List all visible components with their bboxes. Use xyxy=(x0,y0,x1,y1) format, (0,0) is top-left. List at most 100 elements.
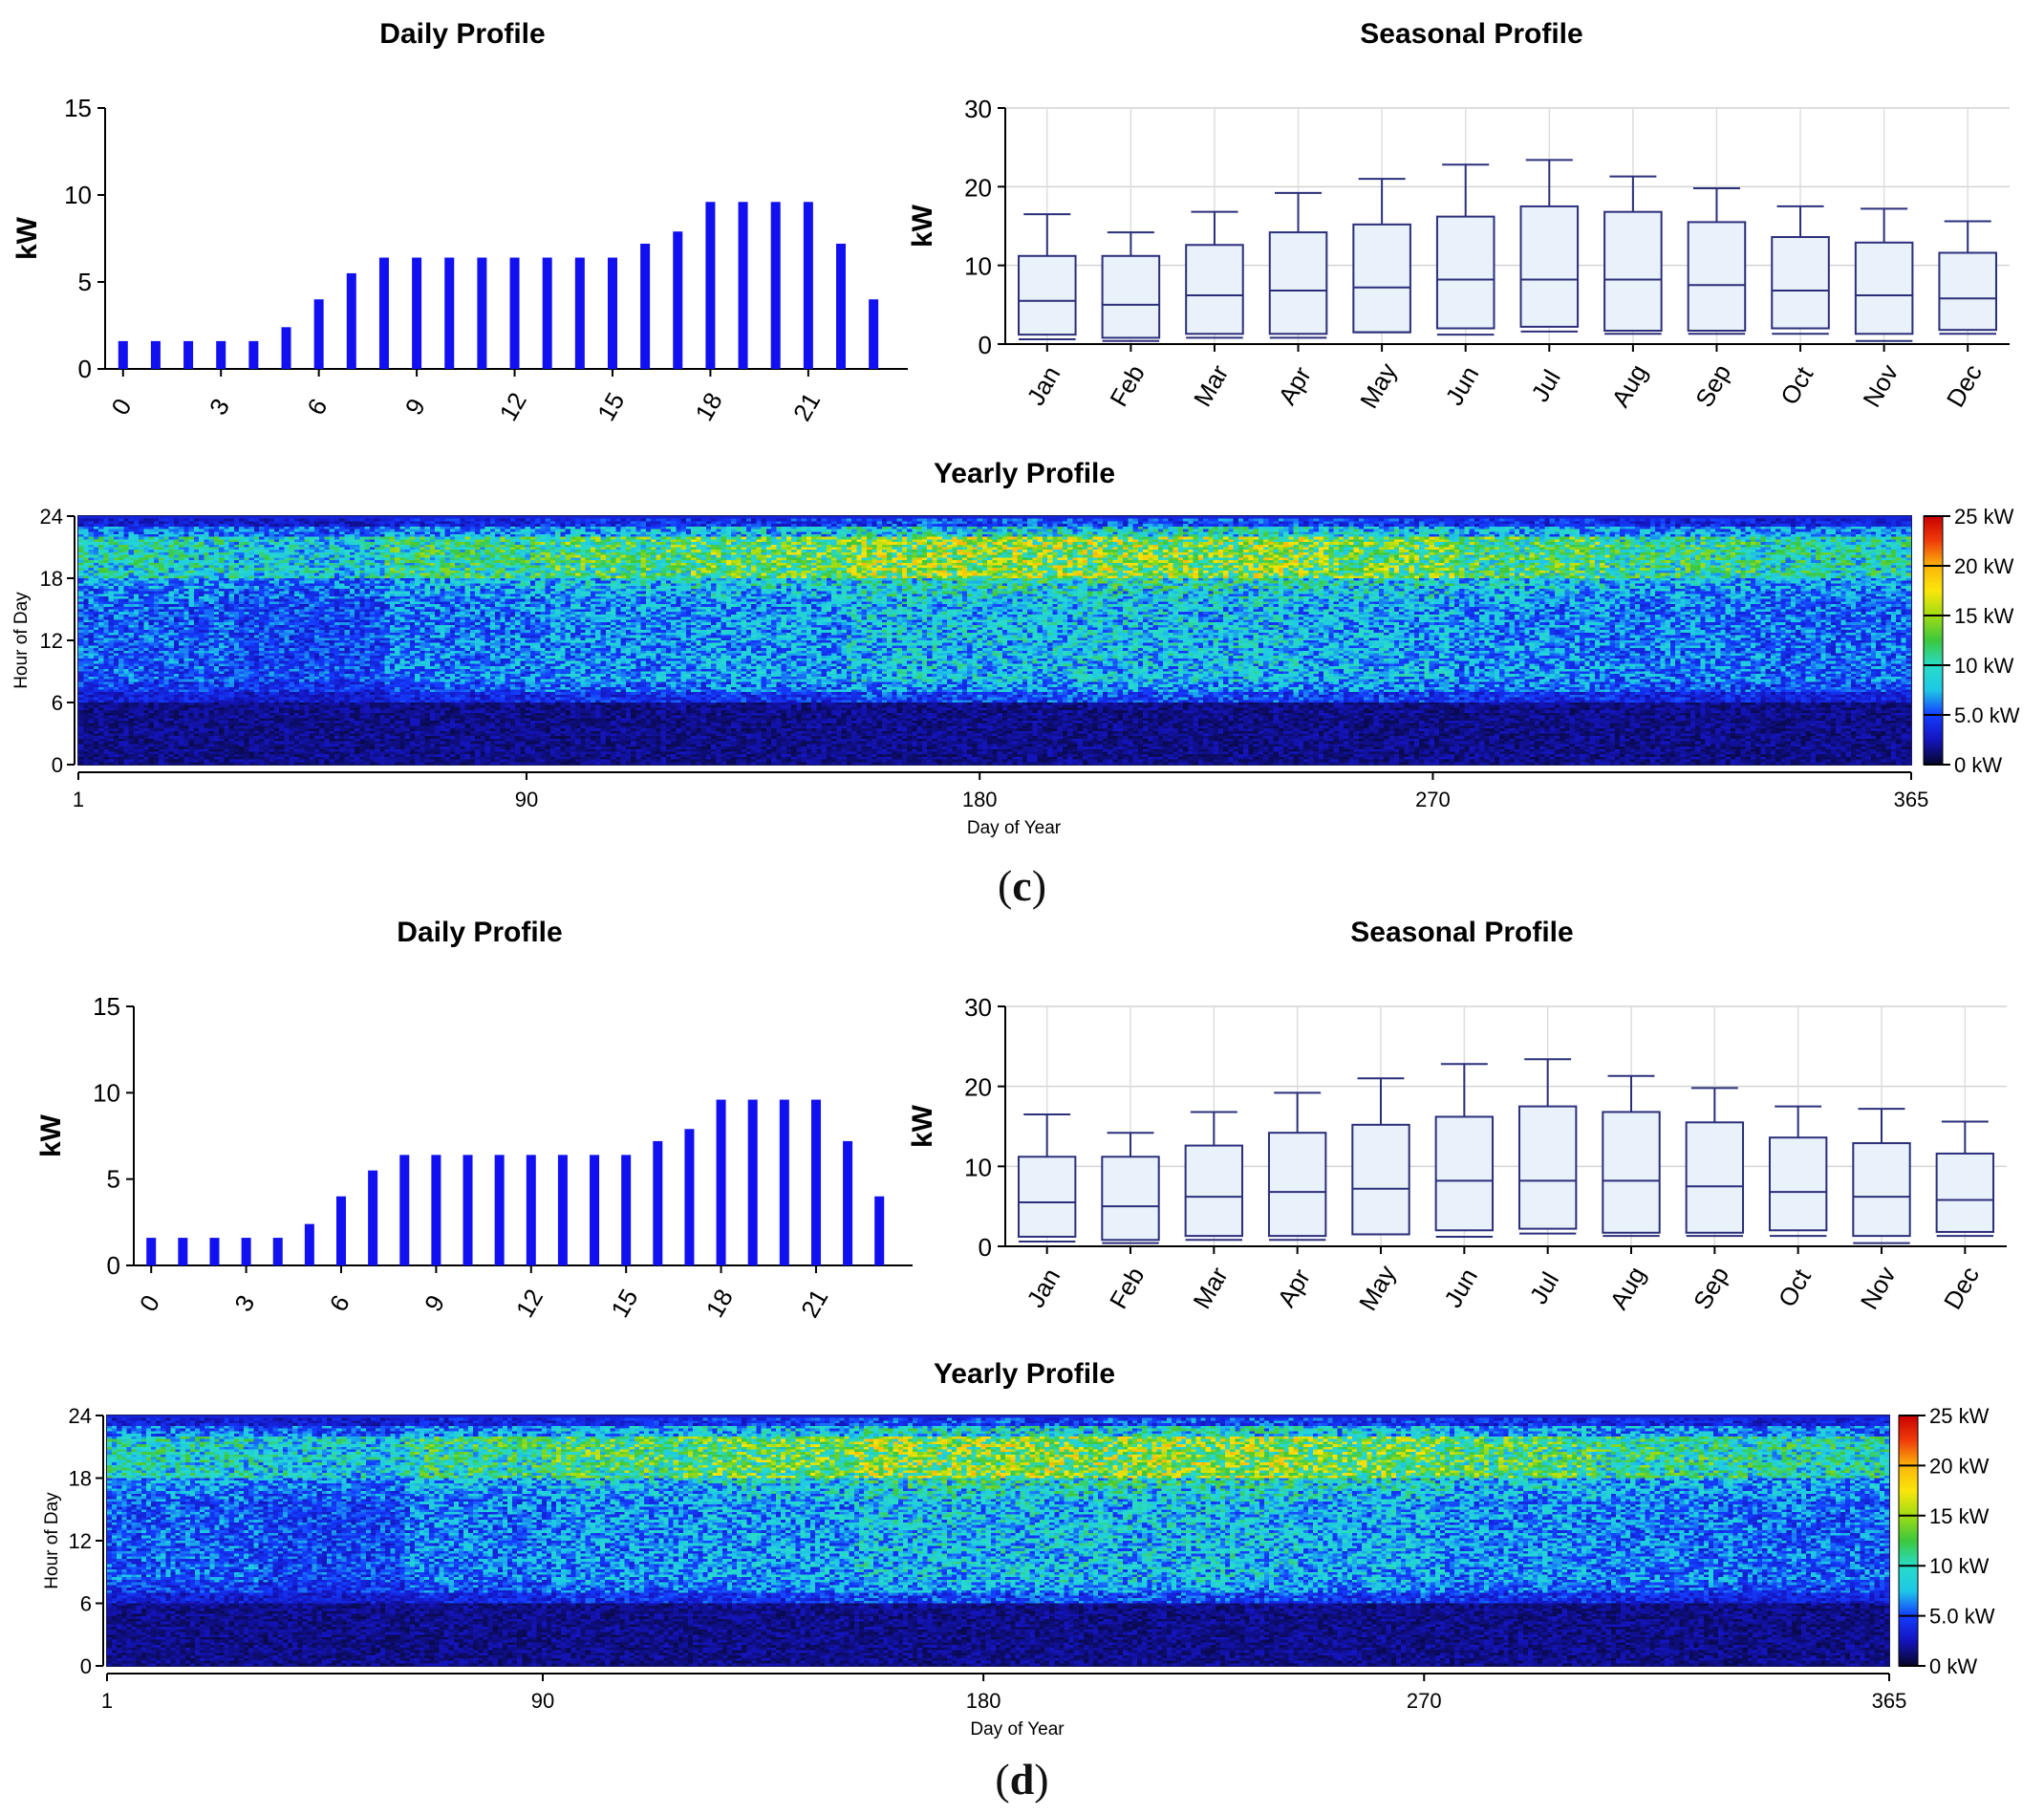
daily-ytick-label: 0 xyxy=(78,355,92,383)
colorbar xyxy=(1898,1415,1919,1667)
seasonal-box xyxy=(1268,231,1328,335)
seasonal-box xyxy=(1101,1156,1160,1242)
daily-title: Daily Profile xyxy=(397,917,562,948)
panel-label: c xyxy=(1012,861,1032,910)
seasonal-month-label: Dec xyxy=(1938,1262,1985,1314)
seasonal-box xyxy=(1435,215,1495,330)
daily-bar xyxy=(412,257,422,369)
daily-bar xyxy=(770,202,781,369)
daily-bar xyxy=(463,1155,473,1265)
seasonal-box xyxy=(1935,1152,1995,1233)
daily-bar xyxy=(150,340,161,369)
daily-bar xyxy=(542,257,552,369)
daily-bar xyxy=(843,1140,853,1265)
yearly-xtick-label: 180 xyxy=(962,788,998,811)
daily-xtick-label: 6 xyxy=(324,1290,355,1317)
seasonal-box xyxy=(1185,244,1244,335)
daily-bar xyxy=(281,327,291,369)
seasonal-ytick-label: 10 xyxy=(964,1153,992,1181)
daily-bar xyxy=(557,1155,568,1265)
seasonal-month-label: Nov xyxy=(1855,1262,1902,1314)
daily-bar xyxy=(640,243,651,369)
yearly-xtick-label: 270 xyxy=(1407,1689,1442,1713)
seasonal-box xyxy=(1351,1123,1410,1236)
seasonal-box xyxy=(1685,1121,1745,1234)
panel-label: d xyxy=(1009,1755,1035,1804)
daily-bar xyxy=(216,340,226,369)
seasonal-box xyxy=(1517,1105,1578,1230)
colorbar-tick-label: 0 kW xyxy=(1929,1654,1977,1678)
seasonal-box xyxy=(1018,254,1077,336)
seasonal-month-label: Aug xyxy=(1606,359,1653,412)
daily-bar xyxy=(444,257,455,369)
seasonal-month-label: Oct xyxy=(1773,1264,1818,1312)
seasonal-box xyxy=(1519,205,1580,328)
daily-bar xyxy=(684,1129,695,1265)
yearly-ylabel: Hour of Day xyxy=(11,592,32,689)
daily-xtick-label: 18 xyxy=(689,387,727,425)
daily-bar xyxy=(494,1155,505,1265)
daily-bar xyxy=(368,1170,378,1265)
daily-xtick-label: 15 xyxy=(605,1284,643,1322)
daily-bar xyxy=(146,1238,157,1265)
seasonal-box xyxy=(1352,223,1411,334)
seasonal-month-label: Oct xyxy=(1775,361,1819,410)
daily-bar xyxy=(874,1196,885,1265)
yearly-ylabel: Hour of Day xyxy=(42,1492,62,1589)
seasonal-box xyxy=(1603,210,1663,333)
yearly-xtick-label: 270 xyxy=(1415,788,1451,811)
daily-bar xyxy=(477,257,487,369)
seasonal-title: Seasonal Profile xyxy=(1360,18,1582,50)
colorbar-tick-label: 5.0 kW xyxy=(1929,1605,1995,1629)
seasonal-title: Seasonal Profile xyxy=(1350,917,1573,948)
yearly-ytick-label: 0 xyxy=(52,753,63,777)
yearly-xtick-label: 365 xyxy=(1872,1689,1907,1713)
yearly-ytick-label: 6 xyxy=(52,691,63,715)
daily-ytick-label: 10 xyxy=(93,1078,120,1107)
yearly-xtick-label: 1 xyxy=(73,788,84,811)
seasonal-month-label: Mar xyxy=(1187,1262,1234,1313)
seasonal-ytick-label: 20 xyxy=(964,1073,992,1102)
seasonal-month-label: Jun xyxy=(1439,361,1484,410)
seasonal-month-label: Jan xyxy=(1022,361,1066,410)
seasonal-box xyxy=(1017,1156,1077,1238)
daily-ytick-label: 5 xyxy=(107,1165,120,1194)
yearly-ytick-label: 6 xyxy=(80,1592,92,1616)
seasonal-box xyxy=(1101,254,1161,339)
daily-bar xyxy=(526,1155,536,1265)
daily-bar xyxy=(183,340,194,369)
yearly-ytick-label: 18 xyxy=(40,567,63,591)
colorbar xyxy=(1923,515,1944,766)
daily-bar xyxy=(836,243,846,369)
daily-xtick-label: 21 xyxy=(787,387,826,425)
daily-bar xyxy=(653,1140,663,1265)
daily-bar xyxy=(705,202,716,369)
daily-bar xyxy=(431,1155,441,1265)
daily-bar xyxy=(803,202,813,369)
colorbar-tick-label: 20 kW xyxy=(1929,1454,1990,1478)
yearly-xlabel: Day of Year xyxy=(970,1719,1065,1739)
colorbar-tick-label: 15 kW xyxy=(1929,1504,1990,1528)
seasonal-box xyxy=(1852,1142,1911,1238)
daily-bar xyxy=(241,1238,251,1265)
daily-xtick-label: 21 xyxy=(795,1284,833,1322)
daily-xtick-label: 6 xyxy=(301,394,333,421)
daily-bar xyxy=(869,299,879,369)
yearly-xtick-label: 1 xyxy=(101,1689,113,1713)
daily-bar xyxy=(399,1155,410,1265)
daily-xtick-label: 0 xyxy=(134,1290,165,1317)
seasonal-month-label: Sep xyxy=(1688,1262,1734,1314)
daily-bar xyxy=(621,1155,632,1265)
seasonal-month-label: Jan xyxy=(1021,1264,1065,1312)
seasonal-box xyxy=(1687,221,1747,333)
panel-caption: (d) xyxy=(995,1755,1049,1804)
seasonal-ylabel: kW xyxy=(907,1104,938,1148)
seasonal-box xyxy=(1938,251,1997,332)
seasonal-ytick-label: 0 xyxy=(979,331,992,359)
daily-xtick-label: 3 xyxy=(228,1290,260,1317)
seasonal-box xyxy=(1184,1144,1244,1238)
daily-bar xyxy=(574,257,585,369)
yearly-xtick-label: 90 xyxy=(531,1689,554,1713)
daily-bar xyxy=(178,1238,188,1265)
yearly-ytick-label: 0 xyxy=(80,1654,92,1678)
